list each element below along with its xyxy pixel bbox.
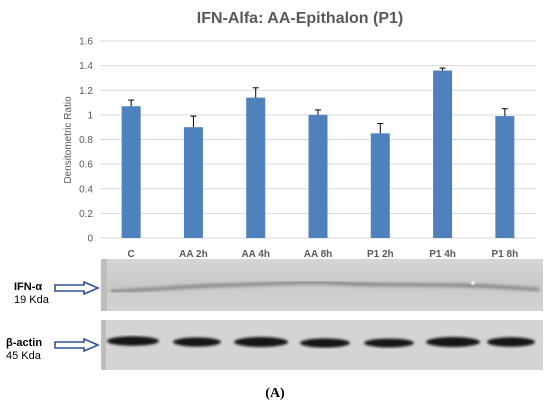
y-tick-label: 0 [87,234,93,245]
ifn-alpha-blot [101,259,543,311]
error-bar [128,99,135,107]
bar-chart: IFN-Alfa: AA-Epithalon (P1) Densitometri… [63,10,536,260]
beta-actin-name: β-actin [6,337,43,349]
bar [246,97,266,238]
y-axis-label: Densitometric Ratio [63,96,74,184]
y-tick-label: 1.6 [79,37,93,48]
beta-actin-label: β-actin 45 Kda [6,337,42,363]
panel-label: (A) [265,386,285,401]
x-axis-ticks: C AA 2h AA 4h AA 8h P1 2h P1 4h P1 8h [128,249,519,260]
chart-title: IFN-Alfa: AA-Epithalon (P1) [197,10,404,27]
bar [121,106,141,238]
y-tick-label: 1.2 [79,86,93,97]
bar [495,116,515,238]
error-bar [190,115,197,128]
y-tick-label: 0.4 [79,184,93,195]
y-tick-label: 0.6 [79,160,93,171]
x-tick-label: AA 8h [304,249,333,260]
ifn-alpha-label: IFN-α 19 Kda [14,281,49,307]
y-tick-label: 0.8 [79,135,93,146]
ifn-alpha-size: 19 Kda [14,294,49,306]
x-tick-label: C [128,249,135,260]
x-tick-label: P1 2h [367,249,394,260]
y-axis-ticks: 0 0.2 0.4 0.6 0.8 1 1.2 1.4 1.6 [79,37,93,245]
error-bar [439,67,446,71]
x-tick-label: P1 4h [429,249,456,260]
y-tick-label: 0.2 [79,209,93,220]
y-tick-label: 1 [87,110,93,121]
bar [308,114,328,238]
bars [121,70,515,238]
beta-actin-size: 45 Kda [6,350,41,362]
beta-actin-blot [101,320,543,370]
error-bar [252,87,259,98]
y-tick-label: 1.4 [79,61,93,72]
error-bars [128,67,508,134]
bar [433,70,453,238]
ifn-alpha-arrow-icon [54,281,100,295]
x-tick-label: AA 4h [241,249,270,260]
error-bar [377,122,384,134]
bar [370,133,390,238]
bar [183,127,203,238]
x-tick-label: P1 8h [492,249,519,260]
ifn-alpha-name: IFN-α [14,281,43,293]
beta-actin-arrow-icon [54,338,100,352]
error-bar [501,108,508,117]
x-tick-label: AA 2h [179,249,208,260]
error-bar [315,109,321,115]
